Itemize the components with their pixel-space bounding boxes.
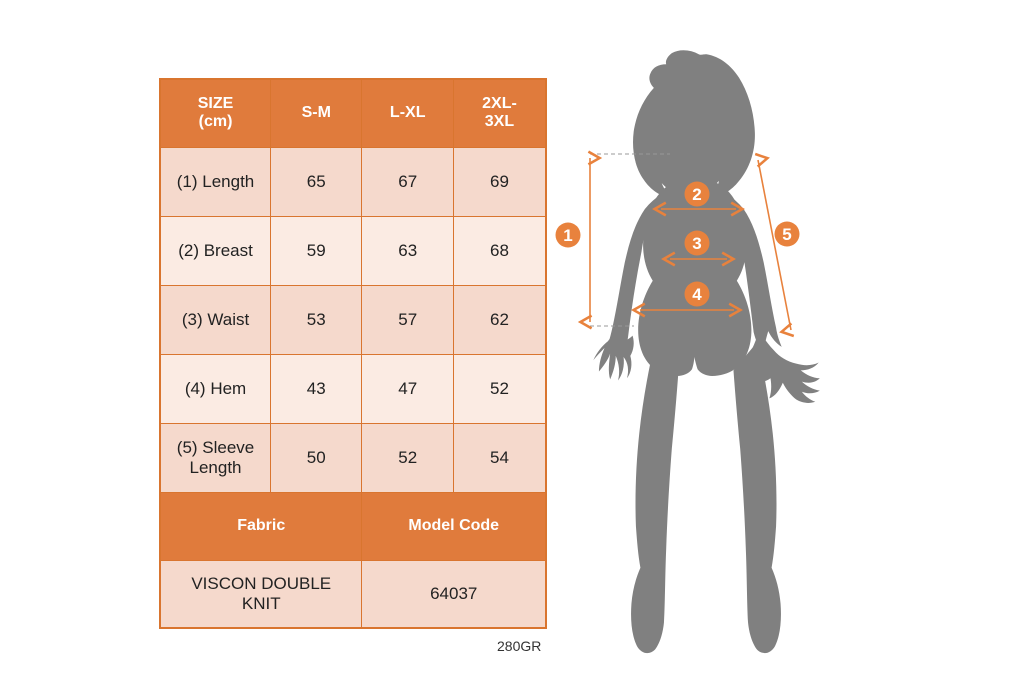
svg-text:4: 4 [692,285,702,304]
svg-text:5: 5 [782,225,791,244]
svg-text:3: 3 [692,234,701,253]
svg-text:1: 1 [563,226,572,245]
svg-text:2: 2 [692,185,701,204]
